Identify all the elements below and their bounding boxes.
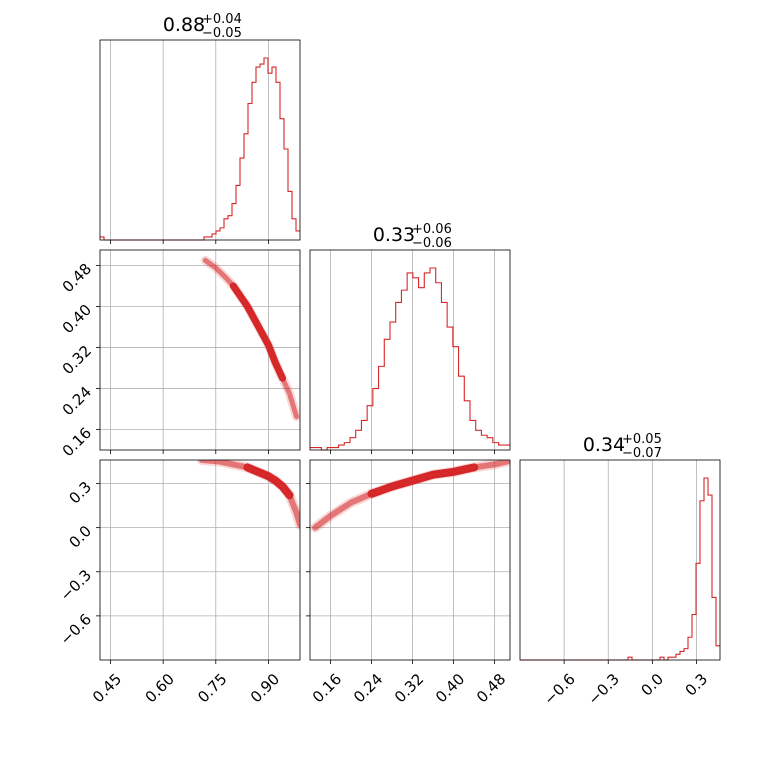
x-tick-label: 0.48: [473, 670, 509, 706]
panel-title-value: 0.33: [373, 224, 415, 246]
panel-hist-3: 0.34+0.05−0.07 −0.6 −0.3 0.0 0.3: [519, 432, 721, 709]
x-tick-label: 0.75: [194, 670, 230, 706]
panel-border: [519, 459, 721, 661]
y-tick-label: 0.3: [65, 478, 95, 508]
histogram-steps: [520, 477, 720, 661]
panel-border: [99, 39, 301, 241]
x-tick-label: 0.3: [682, 670, 712, 700]
histogram-steps: [310, 267, 510, 451]
contour-line: [246, 466, 291, 496]
y-tick-label: −0.3: [57, 566, 95, 604]
panel-title-value: 0.88: [163, 14, 205, 36]
panel-hist-2: 0.33+0.06−0.06: [309, 222, 511, 454]
panel-border: [99, 249, 301, 451]
y-tick-label: 0.32: [59, 342, 95, 378]
density-core-contour: [229, 282, 286, 382]
panel-title-plus: +0.04: [202, 12, 242, 27]
density-halo: [200, 255, 300, 422]
x-tick-label: −0.6: [540, 670, 578, 708]
contour-group: [310, 460, 510, 533]
x-tick-label: 0.60: [142, 670, 178, 706]
x-tick-label: 0.40: [432, 670, 468, 706]
x-tick-label: 0.45: [89, 670, 125, 706]
y-tick-label: 0.40: [59, 301, 95, 337]
y-tick-label: −0.6: [57, 610, 95, 648]
contour-group: [196, 460, 300, 530]
panel-title-value: 0.34: [583, 434, 625, 456]
y-tick-label: 0.16: [59, 424, 95, 460]
x-tick-label: −0.3: [584, 670, 622, 708]
x-tick-label: 0.32: [391, 670, 427, 706]
x-tick-label: 0.90: [247, 670, 283, 706]
histogram-steps: [100, 57, 300, 241]
contour-group: [200, 255, 300, 422]
density-halo: [310, 460, 510, 533]
x-tick-label: 0.0: [638, 670, 668, 700]
contour-line: [370, 466, 475, 495]
panel-border: [309, 459, 511, 661]
panel-2d-3-vs-2: 0.16 0.24 0.32 0.40 0.48: [306, 459, 511, 706]
contour-line: [232, 285, 284, 379]
panel-2d-2-vs-1: 0.16 0.24 0.32 0.40 0.48: [59, 249, 301, 460]
density-core-contour: [367, 463, 479, 498]
density-band: [202, 257, 299, 420]
x-tick-label: 0.24: [350, 670, 386, 706]
y-tick-label: 0.24: [59, 383, 95, 419]
panel-title-plus: +0.06: [412, 222, 452, 237]
y-tick-label: 0.48: [59, 260, 95, 296]
panel-title-minus: −0.07: [622, 446, 662, 461]
panel-title-minus: −0.06: [412, 236, 452, 251]
y-tick-label: 0.0: [65, 522, 95, 552]
panel-hist-1: 0.88+0.04−0.05: [99, 12, 301, 244]
panel-title-plus: +0.05: [622, 432, 662, 447]
x-tick-label: 0.16: [309, 670, 345, 706]
panel-2d-3-vs-1: 0.45 0.60 0.75 0.90 −0.6 −0.3 0.0 0.3: [57, 459, 301, 706]
panel-title-minus: −0.05: [202, 26, 242, 41]
panel-border: [99, 459, 301, 661]
panel-border: [309, 249, 511, 451]
